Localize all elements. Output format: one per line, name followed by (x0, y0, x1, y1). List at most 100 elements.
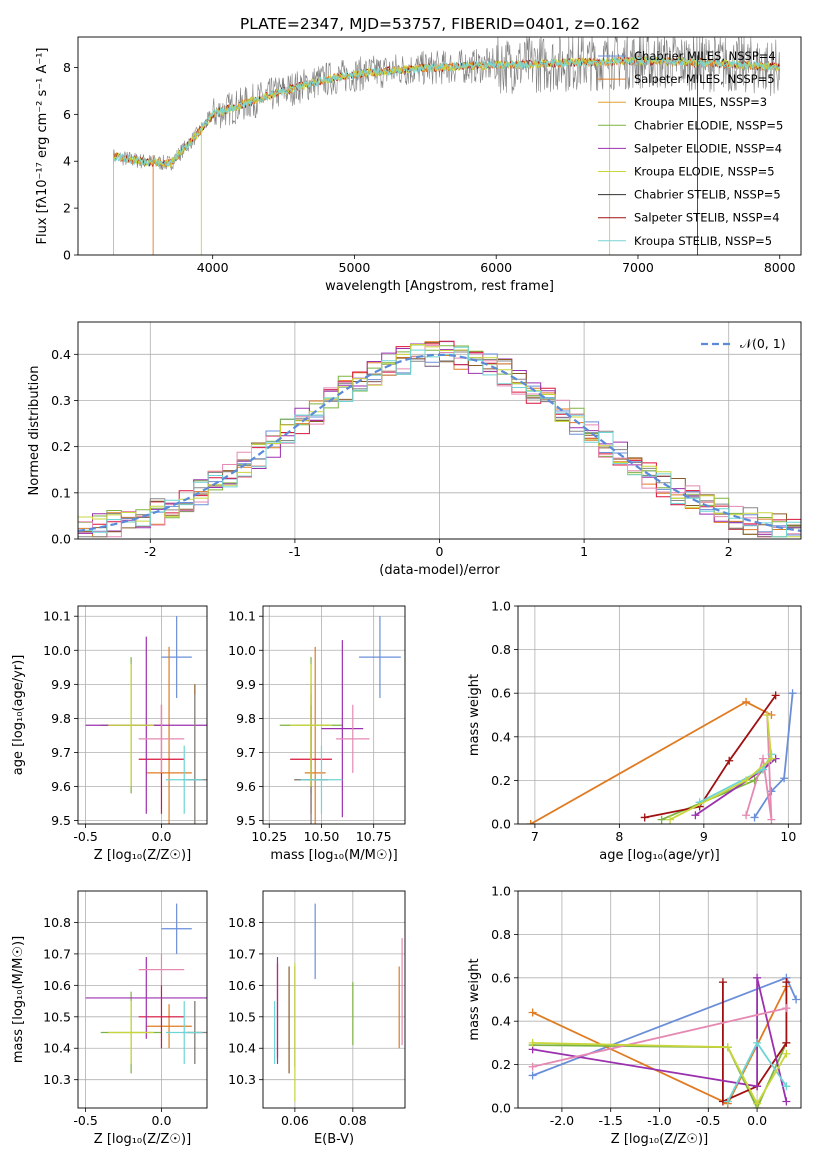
y-tick-label: 9.6 (236, 779, 256, 794)
x-tick-label: 0 (436, 544, 444, 559)
weight-marker (792, 995, 801, 1004)
x-tick-label: -1.0 (647, 1113, 671, 1128)
x-tick-label: 10.25 (251, 829, 287, 844)
weight-marker (767, 754, 776, 763)
mass-vs-ebv-panel: 0.06 0.08 10.3 10.4 10.5 10.6 10.7 10.8 E(B-V) (228, 890, 406, 1147)
x-tick-label: -2.0 (550, 1113, 574, 1128)
figure-title: PLATE=2347, MJD=53757, FIBERID=0401, z=0… (240, 15, 640, 33)
weight-marker (767, 787, 776, 796)
y-tick-label: 9.7 (236, 745, 256, 760)
residuals-panel: -2 -1 0 1 2 0.0 0.1 0.2 0.3 0.4 (data-model)/error… (27, 321, 802, 578)
x-axis-label: Z [log₁₀(Z/Z☉)] (611, 1132, 708, 1147)
weight-marker (691, 811, 700, 820)
y-tick-label: 10.3 (228, 1072, 256, 1087)
mass-vs-z-panel: -0.5 0.0 10.3 10.4 10.5 10.6 10.7 10.8 Z [log₁₀(… (11, 890, 208, 1147)
spectrum-lines (112, 37, 780, 255)
weight-marker (528, 1038, 537, 1047)
x-tick-label: 10.75 (356, 829, 392, 844)
weight-marker (742, 697, 751, 706)
weight-marker (788, 689, 797, 698)
weight-marker (753, 1038, 762, 1047)
weight-vs-age-panel: 7 8 9 10 0.0 0.2 0.4 0.6 0.8 1.0 age [log₁₀(age/yr… (467, 599, 802, 863)
weight-marker (723, 1043, 732, 1052)
weight-marker (742, 776, 751, 785)
weight-series (644, 694, 777, 819)
axes-frame (517, 890, 802, 1109)
x-axis-label: age [log₁₀(age/yr)] (599, 848, 720, 863)
y-axis-label: Normed distribution (27, 366, 42, 496)
x-tick-label: 8000 (764, 260, 796, 275)
x-tick-label: 2 (725, 544, 733, 559)
residual-legend: 𝒩(0, 1) (701, 336, 786, 351)
y-tick-label: 0.4 (491, 1014, 511, 1029)
weight-marker (528, 1062, 537, 1071)
y-tick-label: 0.4 (491, 729, 511, 744)
x-tick-label: 4000 (197, 260, 229, 275)
x-axis-label: (data-model)/error (379, 563, 500, 578)
x-tick-label: -0.5 (696, 1113, 720, 1128)
x-tick-label: -1 (289, 544, 301, 559)
histograms (78, 340, 801, 538)
legend-label: Kroupa ELODIE, NSSP=5 (634, 165, 775, 179)
y-axis-label: mass weight (467, 958, 482, 1040)
weight-marker (782, 978, 791, 987)
weight-marker (782, 1049, 791, 1058)
weight-series (532, 1042, 788, 1106)
weight-marker (526, 820, 535, 824)
weight-marker (718, 978, 727, 987)
x-tick-label: 0.06 (281, 1113, 309, 1128)
y-tick-label: 9.5 (236, 813, 256, 828)
legend-label: Kroupa MILES, NSSP=3 (634, 95, 767, 109)
y-tick-label: 8 (63, 60, 71, 75)
weight-marker (758, 754, 767, 763)
legend-label: 𝒩(0, 1) (740, 336, 786, 351)
y-tick-label: 0.0 (491, 1101, 511, 1116)
y-tick-label: 10.8 (43, 915, 71, 930)
x-tick-label: 0.0 (152, 829, 172, 844)
axes-frame (517, 605, 802, 825)
spectrum-legend: Chabrier MILES, NSSP=4 Salpeter MILES, NS… (598, 49, 783, 248)
x-tick-label: 10.50 (304, 829, 340, 844)
y-tick-label: 10.1 (228, 609, 256, 624)
weight-lines (528, 973, 801, 1108)
y-tick-label: 0.2 (491, 773, 511, 788)
y-tick-label: 10.1 (43, 609, 71, 624)
axes-frame (77, 321, 802, 540)
x-axis-label: E(B-V) (314, 1132, 354, 1147)
y-tick-label: 0.8 (491, 927, 511, 942)
weight-marker (742, 811, 751, 820)
y-tick-label: 1.0 (491, 599, 511, 614)
weight-marker (782, 1097, 791, 1106)
x-tick-label: 7000 (622, 260, 654, 275)
y-tick-label: 0.0 (491, 817, 511, 832)
weight-series (532, 977, 788, 1102)
y-tick-label: 10.0 (228, 643, 256, 658)
y-tick-label: 0.6 (491, 970, 511, 985)
y-tick-label: 10.5 (43, 1009, 71, 1024)
weight-marker (753, 973, 762, 982)
weight-marker (528, 1071, 537, 1080)
weight-marker (528, 1008, 537, 1017)
x-tick-label: 8 (615, 829, 623, 844)
x-tick-label: -0.5 (73, 829, 97, 844)
x-tick-label: 0.0 (152, 1113, 172, 1128)
error-bars (279, 616, 401, 824)
weight-marker (725, 756, 734, 765)
age-vs-z-panel: -0.5 0.0 9.5 9.6 9.7 9.8 9.9 10.0 10.1 Z [log₁₀(Z… (11, 605, 208, 863)
x-tick-label: 9 (700, 829, 708, 844)
weight-vs-z-panel: -2.0 -1.5 -1.0 -0.5 0.0 0.0 0.2 0.4 0.6 0.8 1.0 Z [… (467, 884, 802, 1147)
weight-marker (782, 1038, 791, 1047)
legend-label: Chabrier ELODIE, NSSP=5 (634, 118, 783, 132)
y-tick-label: 9.8 (236, 711, 256, 726)
y-tick-label: 10.0 (43, 643, 71, 658)
axes-frame (77, 890, 208, 1109)
y-tick-label: 0.8 (491, 642, 511, 657)
model-spectrum (112, 55, 780, 168)
normal-curve (78, 353, 801, 532)
weight-marker (782, 1004, 791, 1013)
legend-label: Salpeter STELIB, NSSP=4 (634, 211, 780, 225)
y-axis-label: age [log₁₀(age/yr)] (11, 655, 26, 776)
x-tick-label: 5000 (339, 260, 371, 275)
weight-series (745, 714, 773, 820)
